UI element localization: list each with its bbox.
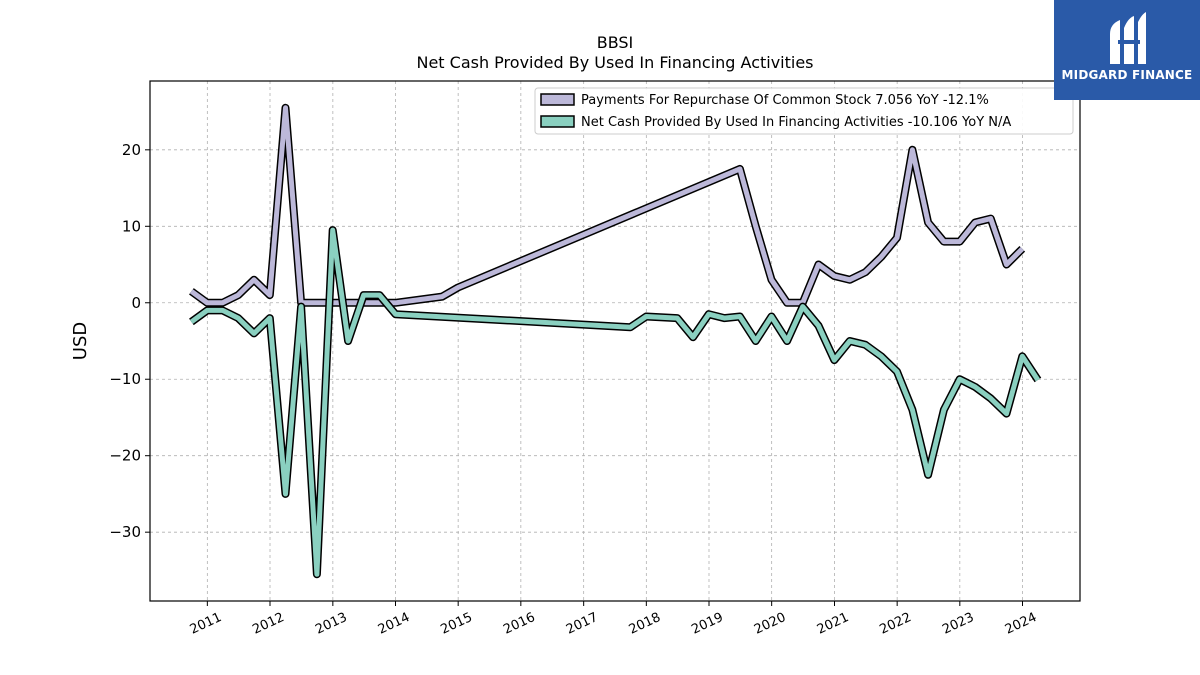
- x-tick-label: 2019: [689, 610, 725, 638]
- legend: Payments For Repurchase Of Common Stock …: [534, 87, 1074, 135]
- legend-frame: [534, 87, 1074, 135]
- x-axis: 2011 2012 2013 2014 2015 2016 2017 2018 2019 2020…: [188, 601, 1039, 638]
- chart-title: BBSI: [597, 33, 634, 52]
- y-axis-label: USD: [70, 322, 91, 360]
- x-tick-label: 2014: [376, 610, 412, 638]
- legend-swatch-repurchase: [540, 93, 575, 106]
- x-tick-label: 2015: [439, 610, 475, 638]
- x-tick-label: 2024: [1003, 610, 1039, 638]
- plot-frame: [149, 80, 1081, 602]
- x-tick-label: 2017: [564, 610, 600, 638]
- legend-label-repurchase: Payments For Repurchase Of Common Stock …: [581, 93, 989, 108]
- brand-name: MIDGARD FINANCE: [1061, 68, 1193, 82]
- x-tick-label: 2016: [501, 610, 537, 638]
- legend-label-financing: Net Cash Provided By Used In Financing A…: [581, 115, 1011, 130]
- y-tick-label: −20: [109, 447, 141, 465]
- midgard-logo-icon: [1110, 12, 1146, 64]
- chart-subtitle: Net Cash Provided By Used In Financing A…: [416, 53, 813, 72]
- x-tick-label: 2022: [878, 610, 914, 638]
- series-outline-0: [189, 103, 1026, 307]
- grid: [150, 81, 1080, 601]
- x-tick-label: 2018: [627, 610, 663, 638]
- y-tick-label: −10: [109, 370, 141, 388]
- x-tick-label: 2012: [250, 610, 286, 638]
- x-tick-label: 2013: [313, 610, 349, 638]
- series-layer: [189, 103, 1042, 579]
- y-tick-label: 0: [131, 294, 141, 312]
- y-axis: 20 10 0 −10 −20 −30: [109, 141, 150, 541]
- x-tick-label: 2020: [752, 610, 788, 638]
- x-tick-label: 2021: [815, 610, 851, 638]
- y-tick-label: 20: [122, 141, 141, 159]
- series-line-1: [189, 227, 1040, 577]
- y-tick-label: 10: [122, 217, 141, 235]
- y-tick-label: −30: [109, 523, 141, 541]
- brand-logo: MIDGARD FINANCE: [1054, 0, 1200, 100]
- x-tick-label: 2011: [188, 610, 224, 638]
- series-line-0: [189, 105, 1025, 306]
- x-tick-label: 2023: [940, 610, 976, 638]
- legend-swatch-financing: [540, 115, 575, 128]
